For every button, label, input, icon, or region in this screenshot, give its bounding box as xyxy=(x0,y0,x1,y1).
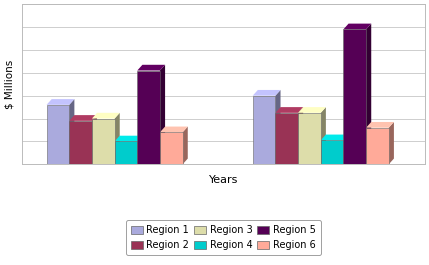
Polygon shape xyxy=(275,90,281,164)
Polygon shape xyxy=(321,135,348,140)
Polygon shape xyxy=(92,115,97,164)
Polygon shape xyxy=(343,135,348,164)
Polygon shape xyxy=(343,24,371,29)
Polygon shape xyxy=(46,99,74,105)
Polygon shape xyxy=(389,122,394,164)
Polygon shape xyxy=(298,107,326,113)
Bar xyxy=(343,29,366,164)
Polygon shape xyxy=(137,136,142,164)
Bar xyxy=(366,128,389,164)
Polygon shape xyxy=(92,113,120,118)
Polygon shape xyxy=(69,115,97,121)
Bar xyxy=(321,140,343,164)
Y-axis label: $ Millions: $ Millions xyxy=(4,60,14,109)
Bar xyxy=(69,121,92,164)
Polygon shape xyxy=(366,122,394,128)
Bar xyxy=(253,96,275,164)
Bar xyxy=(137,70,160,164)
Polygon shape xyxy=(137,65,165,70)
Polygon shape xyxy=(160,65,165,164)
Bar xyxy=(160,132,183,164)
Polygon shape xyxy=(366,24,371,164)
Polygon shape xyxy=(183,127,188,164)
Bar xyxy=(92,118,115,164)
Bar xyxy=(46,105,69,164)
Polygon shape xyxy=(275,107,303,113)
Bar xyxy=(115,142,137,164)
Polygon shape xyxy=(115,113,120,164)
Legend: Region 1, Region 2, Region 3, Region 4, Region 5, Region 6: Region 1, Region 2, Region 3, Region 4, … xyxy=(126,220,320,255)
Polygon shape xyxy=(115,136,142,142)
Polygon shape xyxy=(160,127,188,132)
Polygon shape xyxy=(321,107,326,164)
Bar xyxy=(275,113,298,164)
X-axis label: Years: Years xyxy=(208,175,238,185)
Bar xyxy=(298,113,321,164)
Polygon shape xyxy=(298,107,303,164)
Polygon shape xyxy=(69,99,74,164)
Polygon shape xyxy=(253,90,281,96)
